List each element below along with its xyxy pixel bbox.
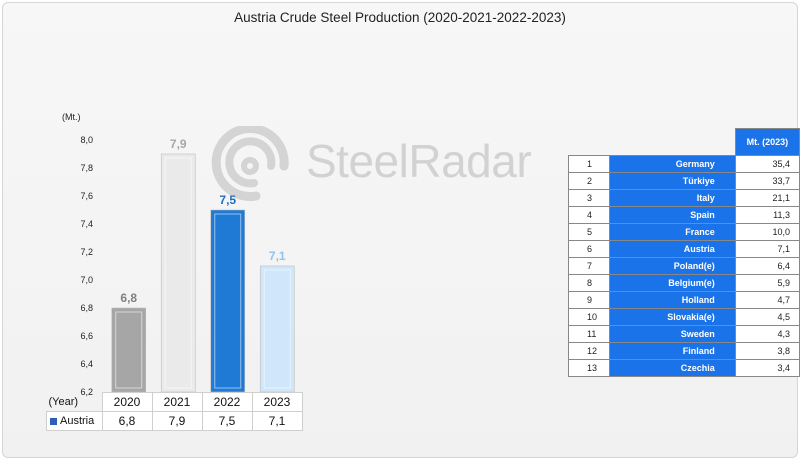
ranking-header: Mt. (2023) — [734, 128, 800, 156]
ranking-value: 3,4 — [734, 359, 800, 377]
ranking-row: 11 Sweden 4,3 — [567, 325, 800, 343]
ranking-row: 1 Germany 35,4 — [567, 155, 800, 173]
legend-key-icon — [50, 417, 57, 425]
ranking-header-spacer — [610, 129, 735, 156]
ranking-row: 6 Austria 7,1 — [567, 240, 800, 258]
ranking-row: 12 Finland 3,8 — [567, 342, 800, 360]
ranking-rank: 3 — [567, 189, 611, 207]
data-table-year: 2021 — [151, 392, 203, 412]
ranking-rank: 7 — [567, 257, 611, 275]
watermark-text: SteelRadar — [306, 135, 532, 187]
steelradar-watermark: SteelRadar — [200, 126, 550, 206]
bar-data-label: 6,8 — [120, 291, 137, 305]
data-table-value: 7,9 — [151, 411, 203, 431]
y-tick-label: 6,6 — [80, 331, 93, 341]
ranking-rank: 12 — [567, 342, 611, 360]
ranking-value: 35,4 — [734, 155, 800, 173]
steelradar-logo-icon — [211, 126, 289, 201]
data-table-header-label: (Year) — [48, 395, 79, 408]
y-tick-label: 6,8 — [80, 303, 93, 313]
bar-data-label: 7,9 — [170, 137, 187, 151]
data-table: (Year) 2020 2021 2022 2023 Austria 6,8 7… — [46, 392, 303, 431]
ranking-value: 10,0 — [734, 223, 800, 241]
ranking-country: Sweden — [609, 325, 736, 343]
series-name: Austria — [60, 415, 95, 427]
data-table-value: 7,1 — [251, 411, 303, 431]
ranking-country: Belgium(e) — [609, 274, 736, 292]
ranking-row: 10 Slovakia(e) 4,5 — [567, 308, 800, 326]
ranking-row: 2 Türkiye 33,7 — [567, 172, 800, 190]
ranking-country: France — [609, 223, 736, 241]
ranking-country: Finland — [609, 342, 736, 360]
ranking-country: Türkiye — [609, 172, 736, 190]
ranking-value: 11,3 — [734, 206, 800, 224]
data-table-year: 2020 — [101, 392, 153, 412]
y-axis-unit-label: (Mt.) — [62, 112, 81, 122]
ranking-value: 4,3 — [734, 325, 800, 343]
ranking-value: 4,7 — [734, 291, 800, 309]
ranking-value: 5,9 — [734, 274, 800, 292]
y-tick-label: 7,8 — [80, 163, 93, 173]
y-axis-ticks: 6,2 6,4 6,6 6,8 7,0 7,2 7,4 7,6 7,8 8,0 — [80, 135, 93, 397]
chart-title: Austria Crude Steel Production (2020-202… — [234, 10, 566, 25]
ranking-row: 7 Poland(e) 6,4 — [567, 257, 800, 275]
ranking-rank: 6 — [567, 240, 611, 258]
ranking-country: Slovakia(e) — [609, 308, 736, 326]
data-table-value: 7,5 — [201, 411, 253, 431]
bar-data-label: 7,5 — [219, 193, 236, 207]
data-table-value: 6,8 — [101, 411, 153, 431]
ranking-country: Italy — [609, 189, 736, 207]
bar — [111, 307, 147, 393]
data-labels: 6,8 7,9 7,5 7,1 — [120, 137, 286, 305]
ranking-rank: 2 — [567, 172, 611, 190]
bar — [259, 265, 295, 393]
data-table-row-label: Austria — [46, 411, 103, 431]
ranking-row: 9 Holland 4,7 — [567, 291, 800, 309]
y-tick-label: 7,4 — [80, 219, 93, 229]
bars — [111, 153, 295, 393]
ranking-row: 13 Czechia 3,4 — [567, 359, 800, 377]
bar — [160, 153, 196, 393]
y-tick-label: 7,2 — [80, 247, 93, 257]
ranking-rank: 1 — [567, 155, 611, 173]
ranking-country: Holland — [609, 291, 736, 309]
ranking-country: Poland(e) — [609, 257, 736, 275]
ranking-row: 4 Spain 11,3 — [567, 206, 800, 224]
ranking-row: 8 Belgium(e) 5,9 — [567, 274, 800, 292]
ranking-value: 7,1 — [734, 240, 800, 258]
ranking-rank: 9 — [567, 291, 611, 309]
data-table-year: 2022 — [201, 392, 253, 412]
ranking-rank: 11 — [567, 325, 611, 343]
ranking-rank: 4 — [567, 206, 611, 224]
data-table-year: 2023 — [251, 392, 303, 412]
ranking-rank: 5 — [567, 223, 611, 241]
y-tick-label: 7,6 — [80, 191, 93, 201]
y-tick-label: 6,4 — [80, 359, 93, 369]
ranking-row: 5 France 10,0 — [567, 223, 800, 241]
bar-data-label: 7,1 — [269, 249, 286, 263]
ranking-country: Austria — [609, 240, 736, 258]
ranking-value: 21,1 — [734, 189, 800, 207]
ranking-row: 3 Italy 21,1 — [567, 189, 800, 207]
y-tick-label: 6,2 — [80, 387, 93, 397]
y-tick-label: 8,0 — [80, 135, 93, 145]
ranking-rank: 13 — [567, 359, 611, 377]
bar — [210, 209, 246, 393]
ranking-rank: 10 — [567, 308, 611, 326]
ranking-header-spacer — [569, 129, 610, 156]
ranking-value: 3,8 — [734, 342, 800, 360]
ranking-value: 6,4 — [734, 257, 800, 275]
ranking-value: 4,5 — [734, 308, 800, 326]
country-ranking-table: Mt. (2023) 1 Germany 35,4 2 Türkiye 33,7 3 Ital… — [567, 128, 800, 377]
ranking-value: 33,7 — [734, 172, 800, 190]
y-tick-label: 7,0 — [80, 275, 93, 285]
ranking-country: Spain — [609, 206, 736, 224]
ranking-rank: 8 — [567, 274, 611, 292]
ranking-country: Czechia — [609, 359, 736, 377]
ranking-country: Germany — [609, 155, 736, 173]
